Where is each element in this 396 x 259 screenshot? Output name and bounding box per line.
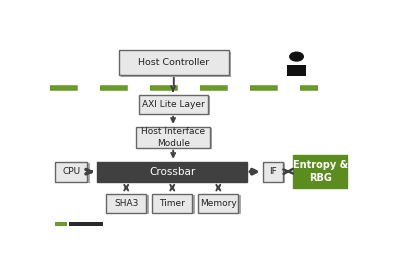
Bar [139, 128, 213, 149]
Bar [55, 222, 67, 226]
Text: IF: IF [269, 167, 277, 176]
Bar [139, 95, 208, 114]
Bar [97, 162, 248, 182]
Bar [69, 222, 103, 226]
Text: Host Controller: Host Controller [138, 58, 209, 67]
Bar [55, 162, 87, 182]
Text: Crossbar: Crossbar [149, 167, 195, 177]
Bar [121, 52, 232, 77]
Bar [106, 194, 146, 213]
Bar [57, 163, 90, 183]
Bar [201, 195, 241, 214]
Circle shape [290, 52, 303, 61]
Bar [152, 194, 192, 213]
Text: Memory: Memory [200, 199, 237, 207]
Bar [198, 194, 238, 213]
Bar [109, 195, 148, 214]
Text: Host Interface
Module: Host Interface Module [141, 127, 205, 148]
Text: Entropy &
RBG: Entropy & RBG [293, 160, 348, 183]
Text: CPU: CPU [62, 167, 80, 176]
Bar [293, 155, 347, 188]
Bar [155, 195, 195, 214]
Text: Timer: Timer [159, 199, 185, 207]
Bar [265, 163, 285, 183]
Bar [141, 97, 210, 116]
Bar [263, 162, 283, 182]
Bar [118, 50, 229, 75]
Bar [136, 127, 210, 148]
Bar [287, 65, 307, 76]
Text: AXI Lite Layer: AXI Lite Layer [142, 100, 204, 109]
Text: SHA3: SHA3 [114, 199, 139, 207]
